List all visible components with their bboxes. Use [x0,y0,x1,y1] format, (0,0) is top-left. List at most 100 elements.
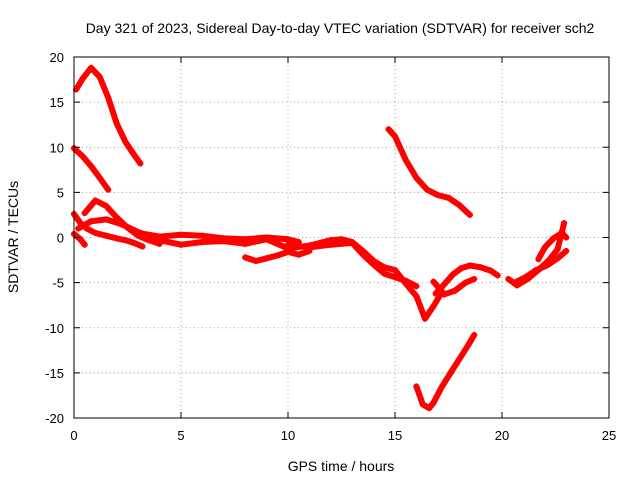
data-point [561,220,568,227]
axis-ticks: 0 5 10 15 20 25 -20 -15 -10 -5 0 5 10 15 20 [45,50,616,443]
data-point [419,401,426,408]
data-point [413,293,420,300]
data-point [441,281,448,288]
data-point [285,236,291,243]
data-point [178,241,184,248]
data-point [306,244,313,251]
data-point [220,235,227,242]
data-point [199,232,206,239]
data-point [413,174,420,181]
data-point [130,151,137,158]
data-point [381,264,388,271]
series-track-1 [73,64,144,167]
data-point [430,303,437,310]
data-point [122,138,129,145]
x-tick-label: 15 [388,428,402,443]
y-tick-label: -15 [45,366,64,381]
data-point [263,255,270,262]
data-point [488,267,495,274]
data-point [75,225,82,232]
data-point [449,271,456,278]
data-point [103,232,110,239]
data-point [92,229,99,236]
data-point [137,160,144,167]
data-point [464,342,471,349]
data-point [477,264,484,271]
data-point [430,399,437,406]
data-point [441,291,448,298]
data-point [252,257,259,264]
data-point [558,229,565,236]
data-point [130,239,137,246]
data-point [79,75,86,82]
data-point [392,274,398,281]
data-point [370,261,377,268]
data-point [462,279,469,286]
data-point [81,210,88,217]
series-track-12 [430,276,478,298]
data-point [285,241,291,248]
data-point [92,197,99,204]
data-point [466,262,473,269]
data-point [563,234,570,241]
data-point [456,202,463,209]
data-point [77,236,84,243]
data-point [81,241,88,248]
data-point [113,235,120,242]
x-tick-label: 25 [602,428,616,443]
x-tick-label: 20 [495,428,509,443]
data-point [426,405,433,412]
data-point [381,270,388,277]
data-point [554,246,561,253]
data-point [432,290,439,297]
data-point [285,248,291,255]
data-point [88,64,95,71]
data-point [103,202,110,209]
data-point [434,192,441,199]
data-point [494,272,501,279]
data-point [122,237,129,244]
data-point [392,266,398,273]
data-point [392,133,398,140]
data-point [274,252,281,259]
series-track-9 [285,239,420,290]
data-point [541,244,548,251]
data-point [471,276,478,283]
data-point [349,239,356,246]
data-point [96,174,103,181]
data-point [88,218,95,225]
y-tick-label: 0 [57,231,64,246]
data-point [445,194,452,201]
data-point [413,283,420,290]
data-point [359,251,366,258]
data-point [105,94,112,101]
data-point [199,239,206,246]
data-point [543,262,550,269]
data-point [563,248,570,255]
data-point [113,120,120,127]
data-point [424,186,431,193]
data-point [550,235,557,242]
y-axis-label: SDTVAR / TECUs [5,181,21,293]
data-point [458,265,465,272]
data-point [466,211,473,218]
y-tick-label: 15 [50,95,64,110]
x-tick-label: 10 [281,428,295,443]
x-tick-label: 0 [70,428,77,443]
y-tick-label: 5 [57,185,64,200]
data-point [105,186,112,193]
x-tick-label: 5 [177,428,184,443]
data-point [456,356,463,363]
y-tick-label: -5 [52,276,64,291]
data-point [421,315,428,322]
data-point [533,266,540,273]
data-point [118,220,125,227]
y-tick-label: 10 [50,140,64,155]
data-point [402,277,409,284]
data-point [413,383,420,390]
data-point [522,274,529,281]
data-point [178,231,184,238]
y-tick-label: 20 [50,50,64,65]
